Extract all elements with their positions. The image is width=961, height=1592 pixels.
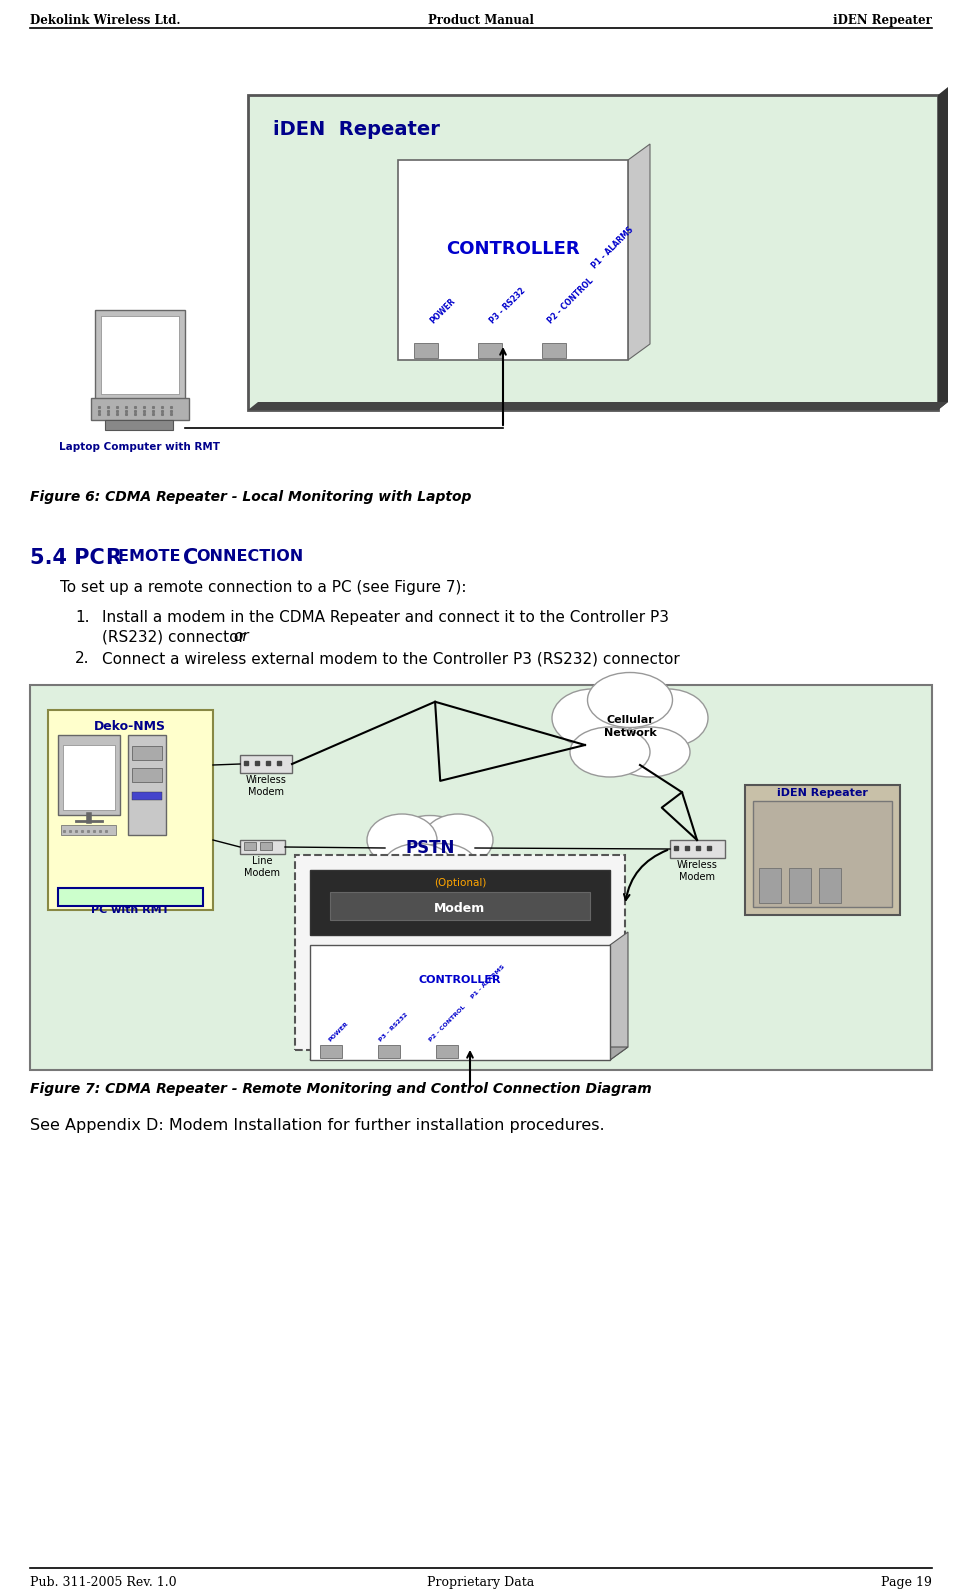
FancyBboxPatch shape [788,868,810,903]
Text: (RS232) connector: (RS232) connector [102,629,245,645]
Text: Deko-NMS: Deko-NMS [94,720,166,732]
Text: C: C [183,548,198,568]
FancyBboxPatch shape [91,398,188,420]
Text: Network: Network [603,728,655,739]
Text: Dekolink Wireless Ltd.: Dekolink Wireless Ltd. [30,14,181,27]
Ellipse shape [570,728,650,777]
Text: CONTROLLER: CONTROLLER [418,974,501,985]
Text: POWER: POWER [328,1020,350,1043]
FancyBboxPatch shape [101,315,179,393]
Text: 5.4 PC: 5.4 PC [30,548,111,568]
Text: P1 - ALARMS: P1 - ALARMS [470,965,505,1000]
Text: Connect a wireless external modem to the Controller P3 (RS232) connector: Connect a wireless external modem to the… [102,651,679,665]
FancyBboxPatch shape [378,1044,400,1059]
Polygon shape [309,1048,628,1060]
FancyBboxPatch shape [744,785,899,915]
Text: P2 - CONTROL: P2 - CONTROL [546,275,595,325]
FancyBboxPatch shape [413,342,437,358]
FancyBboxPatch shape [48,710,212,911]
Polygon shape [248,403,947,411]
FancyBboxPatch shape [259,842,272,850]
FancyBboxPatch shape [58,736,120,815]
Polygon shape [609,931,628,1060]
Text: CONTROLLER: CONTROLLER [446,240,579,258]
FancyBboxPatch shape [132,747,161,759]
Text: PSTN: PSTN [405,839,455,856]
Ellipse shape [628,689,707,747]
FancyBboxPatch shape [758,868,780,903]
Ellipse shape [609,728,689,777]
FancyBboxPatch shape [541,342,565,358]
Text: 2.: 2. [75,651,89,665]
FancyBboxPatch shape [30,685,931,1070]
Text: Install a modem in the CDMA Repeater and connect it to the Controller P3: Install a modem in the CDMA Repeater and… [102,610,668,626]
Text: Modem: Modem [434,901,485,914]
Text: P3 - RS232: P3 - RS232 [487,287,527,325]
Text: POWER: POWER [428,296,456,325]
Text: iDEN Repeater: iDEN Repeater [776,788,867,798]
Text: Wireless
Modem: Wireless Modem [676,860,717,882]
FancyBboxPatch shape [398,161,628,360]
Text: Page 19: Page 19 [880,1576,931,1589]
Ellipse shape [587,672,672,728]
Ellipse shape [366,814,436,866]
Text: PC with RMT: PC with RMT [90,904,169,915]
FancyBboxPatch shape [309,946,609,1060]
FancyBboxPatch shape [248,96,937,411]
Ellipse shape [423,814,492,866]
FancyBboxPatch shape [320,1044,342,1059]
Text: Line
Modem: Line Modem [244,856,280,877]
Ellipse shape [384,815,475,880]
FancyBboxPatch shape [95,310,185,400]
Text: EMOTE: EMOTE [118,549,185,564]
Text: (Optional): (Optional) [433,879,485,888]
FancyBboxPatch shape [239,755,292,774]
FancyBboxPatch shape [128,736,166,834]
Text: P2 - CONTROL: P2 - CONTROL [428,1005,466,1043]
Text: 1.: 1. [75,610,89,626]
Ellipse shape [407,844,477,888]
Ellipse shape [552,689,631,747]
FancyBboxPatch shape [478,342,502,358]
Text: Pub. 311-2005 Rev. 1.0: Pub. 311-2005 Rev. 1.0 [30,1576,177,1589]
Text: iDEN Repeater: iDEN Repeater [832,14,931,27]
Text: P1 - ALARMS: P1 - ALARMS [589,224,634,271]
Text: To set up a remote connection to a PC (see Figure 7):: To set up a remote connection to a PC (s… [60,579,466,595]
Text: Proprietary Data: Proprietary Data [427,1576,534,1589]
Text: ONNECTION: ONNECTION [196,549,303,564]
FancyBboxPatch shape [132,767,161,782]
Text: or: or [233,629,248,645]
Ellipse shape [575,689,684,771]
Text: Wireless
Modem: Wireless Modem [245,775,286,796]
FancyBboxPatch shape [309,869,609,935]
FancyBboxPatch shape [61,825,116,834]
Text: See Appendix D: Modem Installation for further installation procedures.: See Appendix D: Modem Installation for f… [30,1118,604,1134]
FancyBboxPatch shape [58,888,203,906]
Ellipse shape [382,844,453,888]
FancyBboxPatch shape [330,892,589,920]
FancyBboxPatch shape [105,420,173,430]
FancyBboxPatch shape [752,801,891,907]
Text: Laptop Computer with RMT: Laptop Computer with RMT [60,443,220,452]
FancyBboxPatch shape [244,842,256,850]
Text: Figure 7: CDMA Repeater - Remote Monitoring and Control Connection Diagram: Figure 7: CDMA Repeater - Remote Monitor… [30,1083,651,1095]
Text: iDEN  Repeater: iDEN Repeater [273,119,439,139]
Text: P3 - RS232: P3 - RS232 [378,1013,408,1043]
Text: R: R [105,548,121,568]
Text: Product Manual: Product Manual [428,14,533,27]
Text: Figure 6: CDMA Repeater - Local Monitoring with Laptop: Figure 6: CDMA Repeater - Local Monitori… [30,490,471,505]
Polygon shape [937,88,947,411]
FancyBboxPatch shape [239,841,284,853]
Polygon shape [628,143,650,360]
FancyBboxPatch shape [818,868,840,903]
FancyBboxPatch shape [132,791,161,801]
FancyBboxPatch shape [435,1044,457,1059]
FancyBboxPatch shape [62,745,115,810]
FancyBboxPatch shape [295,855,625,1051]
Text: Cellular: Cellular [605,715,653,724]
FancyBboxPatch shape [669,841,725,858]
